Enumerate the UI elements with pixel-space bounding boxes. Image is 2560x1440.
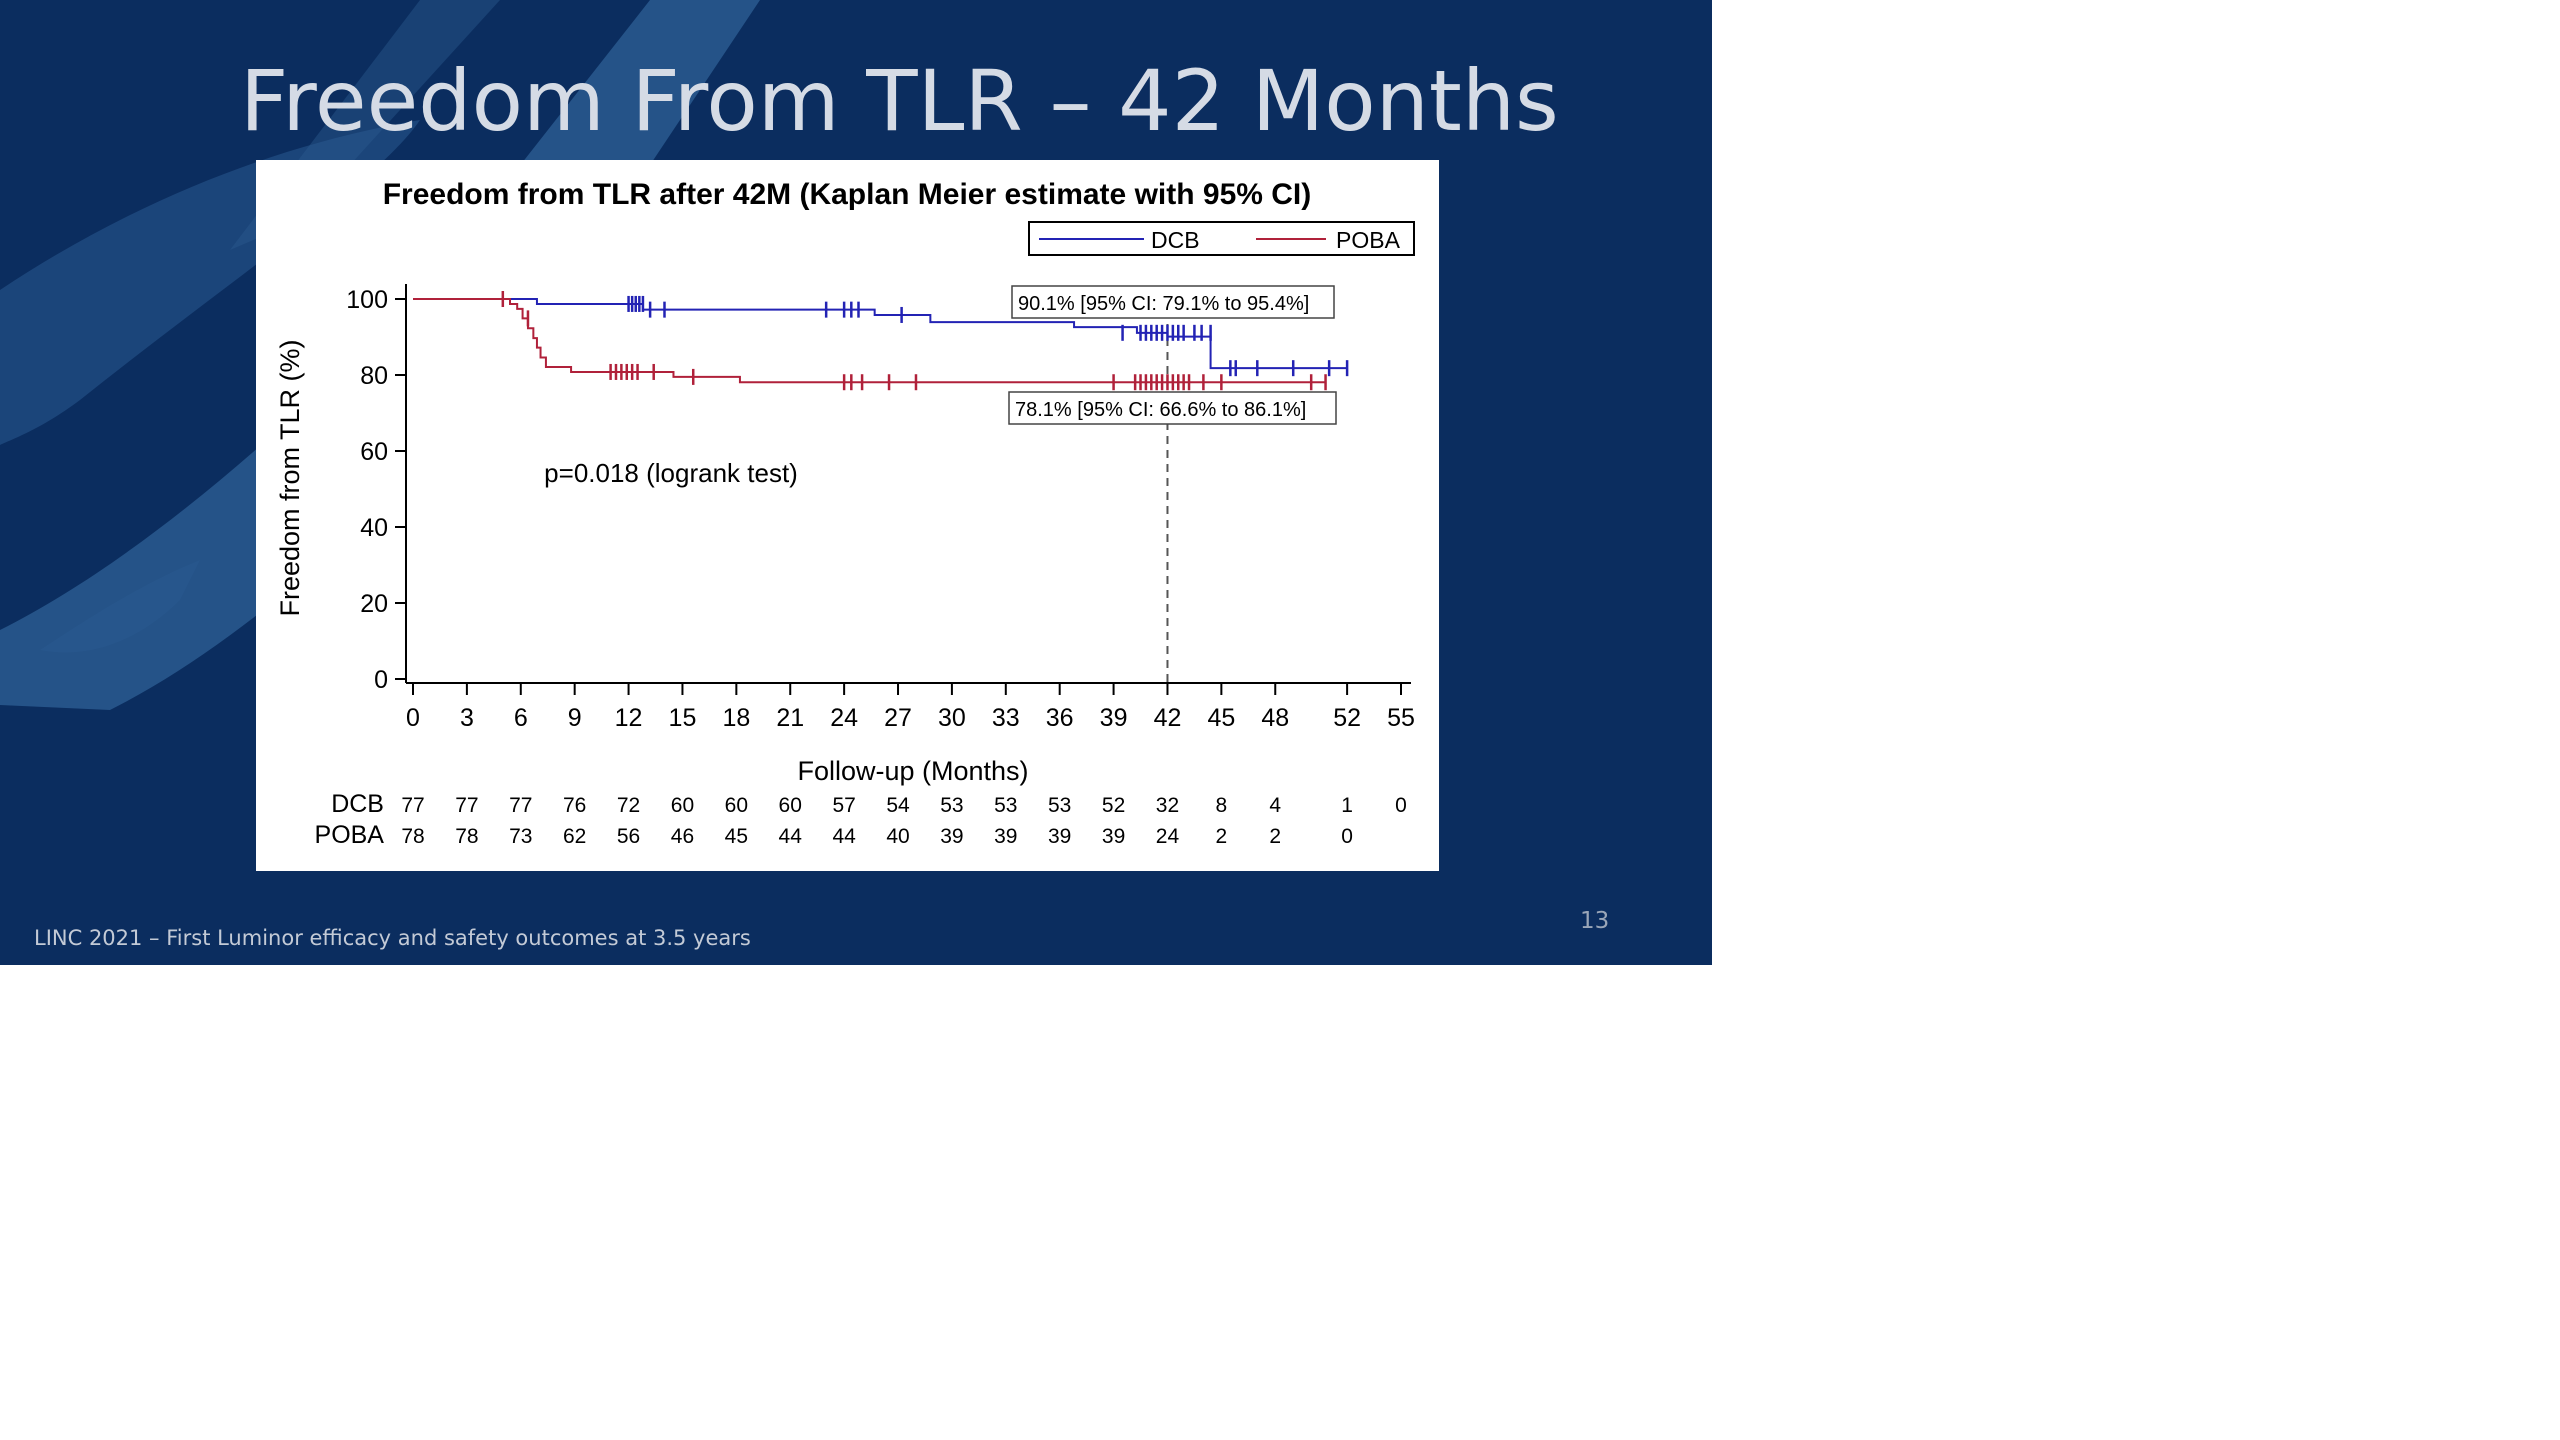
y-tick-label-20: 20 bbox=[360, 590, 388, 618]
at-risk-label-dcb: DCB bbox=[331, 790, 384, 818]
at-risk-value: 0 bbox=[1395, 794, 1407, 817]
at-risk-value: 60 bbox=[779, 794, 802, 817]
legend-dcb-label: DCB bbox=[1151, 227, 1200, 253]
x-tick-label-9: 9 bbox=[568, 704, 582, 732]
kaplan-meier-chart: Freedom from TLR after 42M (Kaplan Meier… bbox=[275, 178, 1415, 849]
at-risk-value: 73 bbox=[509, 825, 532, 848]
at-risk-value: 2 bbox=[1269, 825, 1281, 848]
at-risk-label-poba: POBA bbox=[315, 821, 385, 849]
poba-ci-box bbox=[1008, 391, 1337, 425]
at-risk-value: 39 bbox=[1102, 825, 1125, 848]
x-tick-label-42: 42 bbox=[1154, 704, 1182, 732]
dcb-ci-box bbox=[1011, 285, 1335, 319]
km-curve-poba bbox=[413, 298, 1326, 384]
dcb-ci-callout: 90.1% [95% CI: 79.1% to 95.4%] bbox=[1011, 285, 1335, 319]
x-tick-label-55: 55 bbox=[1387, 704, 1415, 732]
poba-ci-label: 78.1% [95% CI: 66.6% to 86.1%] bbox=[1015, 399, 1306, 421]
x-tick-label-24: 24 bbox=[830, 704, 858, 732]
at-risk-value: 46 bbox=[671, 825, 694, 848]
at-risk-value: 0 bbox=[1341, 825, 1353, 848]
at-risk-value: 78 bbox=[401, 825, 424, 848]
at-risk-value: 77 bbox=[401, 794, 424, 817]
at-risk-value: 39 bbox=[940, 825, 963, 848]
at-risk-value: 76 bbox=[563, 794, 586, 817]
y-tick-label-80: 80 bbox=[360, 362, 388, 390]
x-tick-label-21: 21 bbox=[776, 704, 804, 732]
poba-ci-callout: 78.1% [95% CI: 66.6% to 86.1%] bbox=[1008, 391, 1337, 425]
at-risk-value: 39 bbox=[1048, 825, 1071, 848]
x-tick-label-48: 48 bbox=[1261, 704, 1289, 732]
at-risk-value: 77 bbox=[509, 794, 532, 817]
x-tick-label-45: 45 bbox=[1207, 704, 1235, 732]
legend: DCB POBA bbox=[1028, 221, 1415, 256]
at-risk-value: 1 bbox=[1341, 794, 1353, 817]
at-risk-value: 39 bbox=[994, 825, 1017, 848]
page-number: 13 bbox=[1580, 908, 1610, 934]
x-tick-label-27: 27 bbox=[884, 704, 912, 732]
at-risk-value: 2 bbox=[1216, 825, 1228, 848]
at-risk-value: 60 bbox=[671, 794, 694, 817]
number-at-risk-table: DCB 77 77 77 76 72 60 60 60 57 54 53 53 53 52 32 8 4 1 0 POB… bbox=[315, 790, 1407, 849]
x-tick-label-12: 12 bbox=[615, 704, 643, 732]
x-tick-label-18: 18 bbox=[722, 704, 750, 732]
y-axis-label: Freedom from TLR (%) bbox=[275, 339, 305, 616]
x-tick-label-6: 6 bbox=[514, 704, 528, 732]
at-risk-value: 56 bbox=[617, 825, 640, 848]
x-tick-label-52: 52 bbox=[1333, 704, 1361, 732]
slide: Freedom From TLR – 42 Months Freedom fro… bbox=[0, 0, 1712, 965]
x-tick-label-30: 30 bbox=[938, 704, 966, 732]
at-risk-value: 44 bbox=[832, 825, 856, 848]
at-risk-value: 8 bbox=[1216, 794, 1228, 817]
at-risk-value: 53 bbox=[1048, 794, 1071, 817]
at-risk-value: 32 bbox=[1156, 794, 1179, 817]
at-risk-value: 78 bbox=[455, 825, 478, 848]
dcb-ci-label: 90.1% [95% CI: 79.1% to 95.4%] bbox=[1018, 293, 1309, 315]
at-risk-value: 4 bbox=[1269, 794, 1281, 817]
at-risk-value: 60 bbox=[725, 794, 748, 817]
x-tick-label-15: 15 bbox=[669, 704, 697, 732]
x-tick-label-36: 36 bbox=[1046, 704, 1074, 732]
at-risk-value: 77 bbox=[455, 794, 478, 817]
x-tick-label-39: 39 bbox=[1100, 704, 1128, 732]
at-risk-value: 44 bbox=[779, 825, 803, 848]
at-risk-value: 24 bbox=[1156, 825, 1180, 848]
y-tick-label-0: 0 bbox=[374, 666, 388, 694]
at-risk-value: 40 bbox=[886, 825, 909, 848]
chart-panel: Freedom from TLR after 42M (Kaplan Meier… bbox=[256, 160, 1439, 871]
at-risk-value: 45 bbox=[725, 825, 748, 848]
y-tick-label-60: 60 bbox=[360, 438, 388, 466]
km-curve-dcb bbox=[413, 298, 1348, 370]
y-tick-label-40: 40 bbox=[360, 514, 388, 542]
x-axis-label: Follow-up (Months) bbox=[797, 756, 1028, 786]
at-risk-value: 53 bbox=[994, 794, 1017, 817]
at-risk-value: 53 bbox=[940, 794, 963, 817]
y-tick-label-100: 100 bbox=[346, 286, 388, 314]
x-tick-label-0: 0 bbox=[406, 704, 420, 732]
x-tick-label-33: 33 bbox=[992, 704, 1020, 732]
logrank-annotation: p=0.018 (logrank test) bbox=[544, 458, 798, 488]
slide-title: Freedom From TLR – 42 Months bbox=[240, 52, 1559, 150]
at-risk-value: 57 bbox=[832, 794, 855, 817]
at-risk-value: 72 bbox=[617, 794, 640, 817]
survival-curves bbox=[413, 291, 1349, 391]
chart-title: Freedom from TLR after 42M (Kaplan Meier… bbox=[383, 178, 1312, 211]
footer-text: LINC 2021 – First Luminor efficacy and s… bbox=[34, 926, 751, 950]
at-risk-value: 62 bbox=[563, 825, 586, 848]
legend-poba-label: POBA bbox=[1336, 227, 1401, 253]
at-risk-value: 54 bbox=[886, 794, 910, 817]
x-tick-label-3: 3 bbox=[460, 704, 474, 732]
at-risk-value: 52 bbox=[1102, 794, 1125, 817]
